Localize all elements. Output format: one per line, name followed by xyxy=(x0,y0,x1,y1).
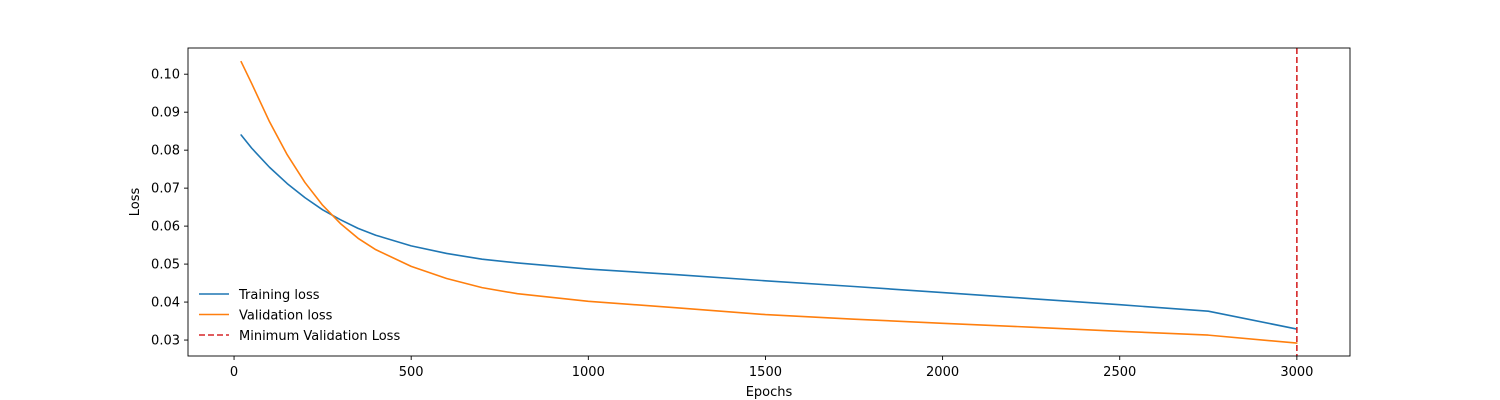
legend-label: Training loss xyxy=(238,288,320,303)
x-tick-label: 3000 xyxy=(1280,365,1313,380)
y-tick-label: 0.09 xyxy=(151,106,180,121)
y-tick-label: 0.07 xyxy=(151,182,180,197)
series-line-validation-loss xyxy=(240,60,1298,344)
legend-label: Validation loss xyxy=(239,309,333,324)
legend: Training loss Validation loss Minimum Vali… xyxy=(199,288,400,344)
x-tick-label: 2500 xyxy=(1103,365,1136,380)
x-axis-title: Epochs xyxy=(746,385,793,400)
plot-frame xyxy=(187,47,1351,357)
x-tick-label: 1500 xyxy=(749,365,782,380)
y-axis-title: Loss xyxy=(128,188,143,217)
x-tick-label: 500 xyxy=(399,365,424,380)
plot-area: 0 500 1000 1500 2000 2500 3000 0.03 0.04 0.05 0.06… xyxy=(151,47,1351,380)
y-tick-label: 0.05 xyxy=(151,258,180,273)
x-tick-label: 0 xyxy=(230,365,238,380)
y-tick-label: 0.06 xyxy=(151,220,180,235)
y-tick-label: 0.04 xyxy=(151,296,180,311)
x-tick-label: 1000 xyxy=(572,365,605,380)
y-tick-label: 0.08 xyxy=(151,144,180,159)
x-tick-label: 2000 xyxy=(926,365,959,380)
y-tick-label: 0.10 xyxy=(151,68,180,83)
y-tick-label: 0.03 xyxy=(151,334,180,349)
series-line-training-loss xyxy=(240,134,1298,330)
legend-label: Minimum Validation Loss xyxy=(239,329,400,344)
